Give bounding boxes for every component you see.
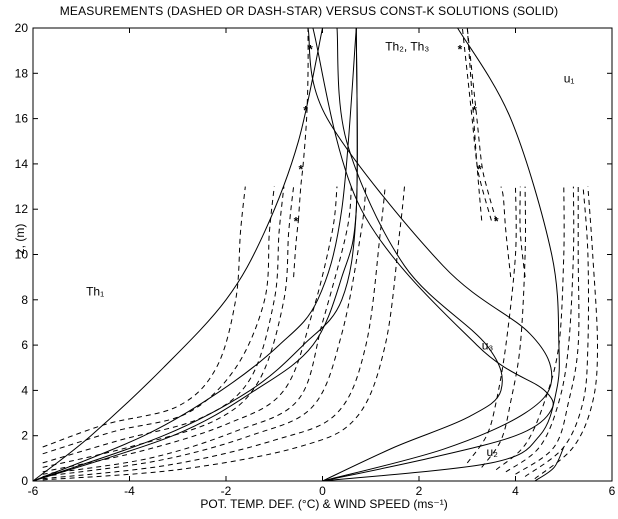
measurement-line-15 <box>42 186 367 477</box>
star-marker-4: * <box>458 42 463 56</box>
x-axis-label: POT. TEMP. DEF. (°C) & WIND SPEED (ms⁻¹) <box>200 497 448 511</box>
solution-line-8 <box>534 446 565 482</box>
x-tick-label-3: 0 <box>319 484 326 498</box>
x-tick-label-2: -2 <box>221 484 232 498</box>
x-tick-label-6: 6 <box>609 484 616 498</box>
measurement-line-26 <box>461 27 492 221</box>
y-tick-label-7: 14 <box>15 157 29 171</box>
y-tick-label-1: 2 <box>21 429 28 443</box>
series-layer <box>32 27 599 482</box>
solution-line-7 <box>322 27 560 482</box>
y-tick-label-0: 0 <box>21 474 28 488</box>
measurement-line-29 <box>500 186 512 278</box>
star-marker-5: * <box>472 104 477 118</box>
curve-label-1: Th₂, Th₃ <box>385 40 429 54</box>
measurement-line-23 <box>515 186 580 475</box>
measurement-line-11 <box>42 186 285 464</box>
measurement-line-20 <box>481 186 526 468</box>
y-tick-label-9: 18 <box>15 66 29 80</box>
marker-layer: * * * * * * * * <box>294 42 499 228</box>
y-tick-label-6: 12 <box>15 202 29 216</box>
curve-label-4: u₂ <box>487 445 499 459</box>
measurement-line-27 <box>466 27 497 221</box>
measurement-line-16 <box>42 186 386 480</box>
measurement-line-30 <box>519 186 526 278</box>
measurement-line-9 <box>42 186 246 448</box>
axes-layer: -6 -4 -2 0 2 4 6 0 2 4 6 8 10 12 14 16 18 20 <box>15 21 616 498</box>
solution-line-6 <box>312 27 554 482</box>
solution-line-1 <box>32 27 357 482</box>
curve-label-3: u₃ <box>482 339 494 353</box>
measurement-line-25 <box>534 186 599 480</box>
measurement-line-13 <box>42 186 338 473</box>
measurement-line-14 <box>42 186 352 475</box>
measurement-line-18 <box>297 27 309 221</box>
star-marker-1: * <box>303 104 308 118</box>
measurement-line-21 <box>495 186 565 471</box>
y-tick-label-3: 6 <box>21 338 28 352</box>
star-marker-0: * <box>308 42 313 56</box>
measurement-line-31 <box>293 220 299 278</box>
annotation-layer: Th₁ Th₂, Th₃ u₁ u₃ u₂ <box>86 40 574 459</box>
measurement-line-22 <box>505 186 575 473</box>
measurement-line-19 <box>466 186 517 464</box>
y-tick-label-8: 16 <box>15 112 29 126</box>
y-tick-label-2: 4 <box>21 383 28 397</box>
star-marker-6: * <box>477 162 482 176</box>
measurement-line-12 <box>42 186 295 468</box>
star-marker-7: * <box>494 215 499 229</box>
solution-line-0 <box>32 27 323 482</box>
measurement-line-28 <box>466 27 483 221</box>
y-tick-label-5: 10 <box>15 248 29 262</box>
solution-line-3 <box>32 27 358 482</box>
solution-line-4 <box>307 27 553 482</box>
measurement-line-17 <box>42 186 405 481</box>
measurement-line-10 <box>42 186 275 455</box>
x-tick-label-0: -6 <box>28 484 39 498</box>
x-tick-label-1: -4 <box>124 484 135 498</box>
chart-title: MEASUREMENTS (DASHED OR DASH-STAR) VERSU… <box>59 4 559 18</box>
curve-label-2: u₁ <box>564 71 575 85</box>
y-tick-label-4: 8 <box>21 293 28 307</box>
measurement-line-24 <box>524 186 589 477</box>
y-tick-label-10: 20 <box>15 21 29 35</box>
star-marker-3: * <box>294 215 299 229</box>
x-tick-label-5: 4 <box>512 484 519 498</box>
star-marker-2: * <box>298 162 303 176</box>
x-tick-label-4: 2 <box>416 484 423 498</box>
curve-label-0: Th₁ <box>86 284 104 298</box>
solution-line-5 <box>322 27 503 482</box>
